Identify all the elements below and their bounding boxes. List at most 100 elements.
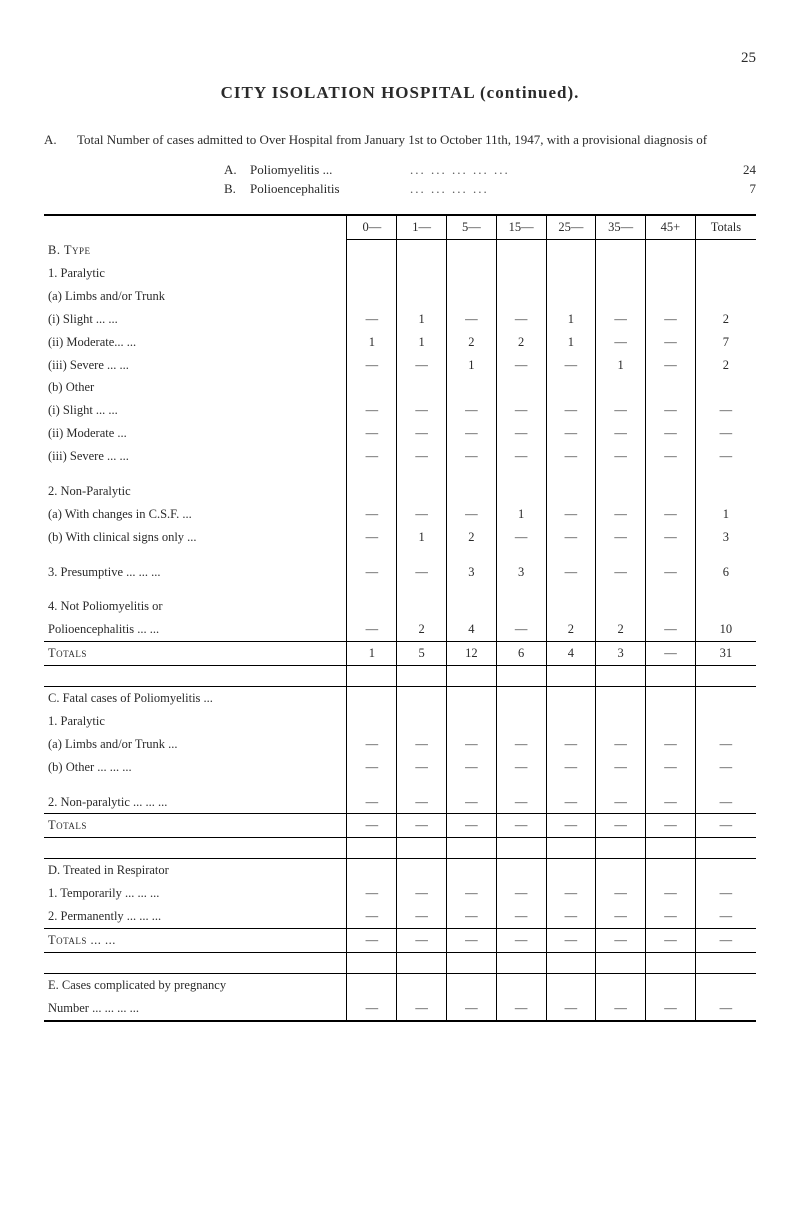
cell: — [646,422,696,445]
row-label: (ii) Moderate... ... [44,331,347,354]
row-label: 1. Temporarily ... ... ... [44,882,347,905]
totals-row: Totals 1 5 12 6 4 3 — 31 [44,642,756,666]
cell: — [546,791,596,814]
row-label: (i) Slight ... ... [44,399,347,422]
row-label: 2. Non-paralytic ... ... ... [44,791,347,814]
cell: — [596,928,646,952]
row-label: (a) With changes in C.S.F. ... [44,503,347,526]
cell: — [347,422,397,445]
cell: 1 [496,503,546,526]
cell: — [546,526,596,549]
cell: — [397,354,447,377]
cell: — [447,503,497,526]
row-label: (ii) Moderate ... [44,422,347,445]
item-key: B. [224,180,250,198]
cell: — [397,561,447,584]
cell: — [646,445,696,468]
row-label: 2. Permanently ... ... ... [44,905,347,928]
cell: — [695,905,756,928]
table-row: (a) Limbs and/or Trunk [44,285,756,308]
col-head: 45+ [646,215,696,239]
cell: — [496,756,546,779]
cell: — [397,997,447,1021]
cell: 1 [397,331,447,354]
leader-dots: ... ... ... ... [410,180,716,198]
cell: — [496,928,546,952]
cell: — [596,561,646,584]
cell: — [546,997,596,1021]
cell: 1 [397,526,447,549]
cell: — [447,928,497,952]
cell: 7 [695,331,756,354]
cell: — [596,997,646,1021]
cell: — [397,503,447,526]
cell: — [496,445,546,468]
row-label: (b) With clinical signs only ... [44,526,347,549]
cell: 1 [347,642,397,666]
cell: — [496,422,546,445]
cell: 1 [596,354,646,377]
cell: — [596,526,646,549]
cell: 3 [596,642,646,666]
table-row: (b) Other ... ... ... — — — — — — — — [44,756,756,779]
cell: — [695,399,756,422]
cell: 1 [347,331,397,354]
page-title: CITY ISOLATION HOSPITAL (continued). [44,82,756,105]
totals-label: Totals [44,642,347,666]
col-head: 5— [447,215,497,239]
stub-head [44,215,347,239]
cell: 31 [695,642,756,666]
cell: — [496,905,546,928]
col-head: 1— [397,215,447,239]
col-head: Totals [695,215,756,239]
cell: 6 [695,561,756,584]
table-row: (b) With clinical signs only ... — 1 2 —… [44,526,756,549]
cell: — [546,445,596,468]
cell: — [397,422,447,445]
cell: — [546,905,596,928]
cell: — [695,997,756,1021]
table-row: Number ... ... ... ... — — — — — — — — [44,997,756,1021]
cell: 2 [596,618,646,641]
cell: — [397,814,447,838]
cell: — [397,905,447,928]
section-heading-row: B. Type [44,239,756,262]
cell: — [695,756,756,779]
cell: 4 [546,642,596,666]
cell: — [546,354,596,377]
cell: — [347,399,397,422]
cell: — [646,733,696,756]
col-head: 0— [347,215,397,239]
cell: — [646,814,696,838]
section-a-items: A. Poliomyelitis ... ... ... ... ... ...… [224,161,756,198]
table-row: (iii) Severe ... ... — — 1 — — 1 — 2 [44,354,756,377]
cell: — [447,308,497,331]
item-key: A. [224,161,250,179]
cell: 3 [447,561,497,584]
row-label: (a) Limbs and/or Trunk [44,285,347,308]
row-label: (iii) Severe ... ... [44,354,347,377]
cell: — [596,308,646,331]
cell: — [447,733,497,756]
cell: — [347,997,397,1021]
cell: 2 [397,618,447,641]
cell: 2 [546,618,596,641]
row-label: Number ... ... ... ... [44,997,347,1021]
row-label: (b) Other ... ... ... [44,756,347,779]
cell: — [347,561,397,584]
page-number: 25 [44,48,756,68]
cell: — [646,618,696,641]
row-label: (a) Limbs and/or Trunk ... [44,733,347,756]
cell: 10 [695,618,756,641]
cell: — [596,503,646,526]
cell: — [596,422,646,445]
cell: — [596,905,646,928]
cell: — [596,814,646,838]
cell: — [646,308,696,331]
cell: 2 [695,308,756,331]
cell: — [596,445,646,468]
cell: 1 [397,308,447,331]
table-row: (a) With changes in C.S.F. ... — — — 1 —… [44,503,756,526]
table-row: 4. Not Poliomyelitis or [44,595,756,618]
row-label: 2. Non-Paralytic [44,480,347,503]
